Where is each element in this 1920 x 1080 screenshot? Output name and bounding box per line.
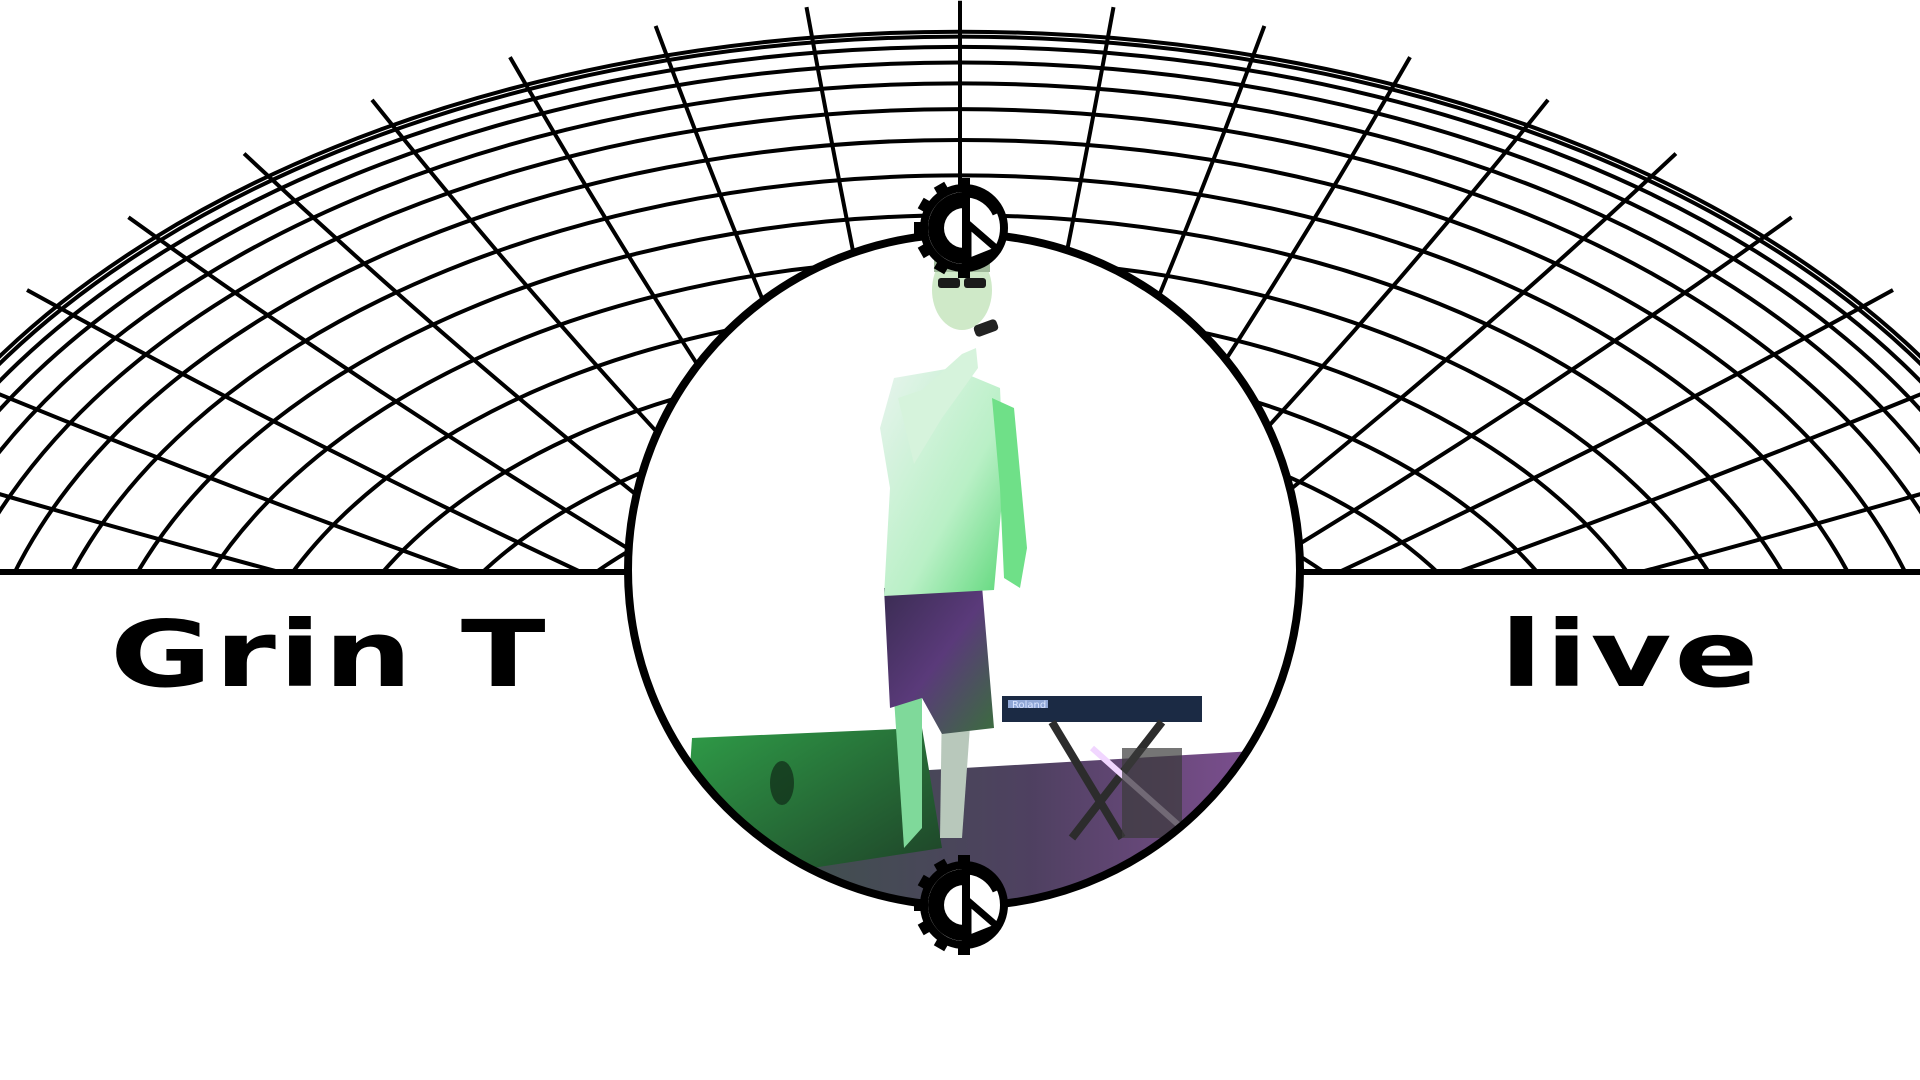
live-label: live (1500, 601, 1762, 708)
globe-longitude-line (26, 288, 592, 575)
globe-longitude-line (127, 215, 676, 575)
keyboard: Roland (1002, 696, 1202, 841)
performer-figure (880, 248, 1027, 848)
gear-inner-cut (944, 885, 964, 925)
globe-longitude-line (1244, 215, 1793, 575)
globe-longitude-line (0, 392, 477, 575)
gear-inner-cut (944, 208, 964, 248)
globe-longitude-line (1621, 492, 1920, 575)
keyboard-brand: Roland (1012, 700, 1046, 711)
performer-photo-circle: Roland (624, 230, 1304, 910)
gear-g-logo-icon (914, 178, 1008, 278)
g-top-arc (967, 190, 1000, 216)
globe-longitude-line (1328, 288, 1894, 575)
globe-longitude-line (0, 492, 299, 575)
g-triangle (964, 220, 1002, 266)
performer-name: Grin T (110, 601, 549, 708)
gear-g-logo-icon (914, 855, 1008, 955)
g-triangle (964, 897, 1002, 943)
g-top-arc (967, 867, 1000, 893)
globe-longitude-line (1178, 152, 1678, 575)
globe-longitude-line (242, 152, 742, 575)
globe-longitude-line (1443, 392, 1920, 575)
